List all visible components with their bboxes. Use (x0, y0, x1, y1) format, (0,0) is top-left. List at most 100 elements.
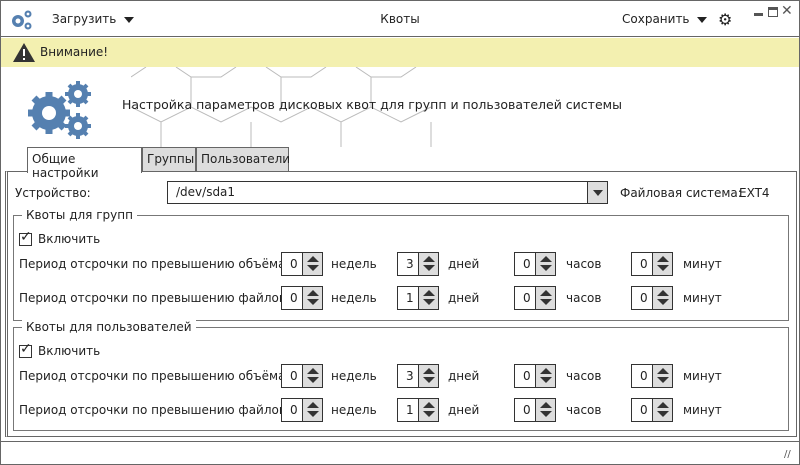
spin-up-icon[interactable] (423, 256, 435, 262)
spin-up-icon[interactable] (540, 368, 552, 374)
unit-label: недель (331, 403, 377, 417)
spinner-buttons[interactable] (302, 253, 322, 275)
spin-down-icon[interactable] (540, 265, 552, 271)
spinner-buttons[interactable] (535, 287, 555, 309)
enable-checkbox[interactable]: ✓ Включить (19, 341, 100, 358)
checkmark-icon: ✓ (20, 341, 32, 357)
spin-up-icon[interactable] (423, 402, 435, 408)
spinner-buttons[interactable] (535, 253, 555, 275)
spinner-value: 0 (523, 369, 531, 383)
enable-label: Включить (38, 232, 101, 246)
minutes-spinner[interactable]: 0 (631, 364, 673, 388)
tab-groups[interactable]: Группы (142, 147, 196, 172)
spin-down-icon[interactable] (307, 265, 319, 271)
hours-spinner[interactable]: 0 (514, 286, 556, 310)
spin-up-icon[interactable] (540, 402, 552, 408)
spin-down-icon[interactable] (423, 411, 435, 417)
device-dropdown-button[interactable] (587, 182, 607, 203)
weeks-spinner[interactable]: 0 (281, 252, 323, 276)
close-button[interactable]: ✕ (781, 3, 793, 19)
weeks-spinner[interactable]: 0 (281, 398, 323, 422)
weeks-spinner[interactable]: 0 (281, 364, 323, 388)
filesystem-value: EXT4 (739, 186, 770, 200)
spin-up-icon[interactable] (657, 290, 669, 296)
spin-up-icon[interactable] (540, 290, 552, 296)
days-spinner[interactable]: 3 (397, 252, 439, 276)
spin-up-icon[interactable] (307, 256, 319, 262)
minutes-spinner[interactable]: 0 (631, 252, 673, 276)
spinner-buttons[interactable] (535, 399, 555, 421)
warning-text: Внимание! (40, 45, 109, 59)
hours-spinner[interactable]: 0 (514, 398, 556, 422)
spin-up-icon[interactable] (657, 368, 669, 374)
minutes-spinner[interactable]: 0 (631, 398, 673, 422)
header-gears-icon (28, 81, 91, 139)
spin-up-icon[interactable] (657, 256, 669, 262)
spin-down-icon[interactable] (540, 411, 552, 417)
settings-gear-icon[interactable]: ⚙ (718, 10, 733, 29)
spin-down-icon[interactable] (423, 265, 435, 271)
spin-down-icon[interactable] (657, 299, 669, 305)
spinner-buttons[interactable] (418, 253, 438, 275)
hours-spinner[interactable]: 0 (514, 364, 556, 388)
spin-up-icon[interactable] (423, 290, 435, 296)
hexagon-pattern (131, 67, 432, 147)
spin-down-icon[interactable] (307, 377, 319, 383)
load-menu-button[interactable]: Загрузить (52, 12, 135, 26)
minutes-spinner[interactable]: 0 (631, 286, 673, 310)
tab-general[interactable]: Общие настройки (27, 147, 142, 180)
chevron-down-icon (697, 16, 708, 23)
spin-up-icon[interactable] (307, 402, 319, 408)
spin-up-icon[interactable] (540, 256, 552, 262)
spinner-buttons[interactable] (302, 287, 322, 309)
spinner-buttons[interactable] (418, 399, 438, 421)
spinner-buttons[interactable] (652, 253, 672, 275)
spin-down-icon[interactable] (307, 299, 319, 305)
resize-grip-icon[interactable]: // (784, 449, 791, 460)
spin-up-icon[interactable] (307, 290, 319, 296)
save-label: Сохранить (622, 12, 690, 26)
grace-period-label: Период отсрочки по превышению объёма: (19, 257, 290, 271)
days-spinner[interactable]: 1 (397, 398, 439, 422)
spinner-value: 0 (640, 257, 648, 271)
maximize-button[interactable] (768, 7, 778, 17)
spin-down-icon[interactable] (657, 265, 669, 271)
spinner-buttons[interactable] (418, 365, 438, 387)
hours-spinner[interactable]: 0 (514, 252, 556, 276)
spin-down-icon[interactable] (657, 377, 669, 383)
save-menu-button[interactable]: Сохранить (622, 12, 708, 26)
spin-up-icon[interactable] (423, 368, 435, 374)
days-spinner[interactable]: 3 (397, 364, 439, 388)
enable-checkbox[interactable]: ✓ Включить (19, 229, 101, 246)
spin-down-icon[interactable] (423, 377, 435, 383)
spin-up-icon[interactable] (657, 402, 669, 408)
unit-label: часов (566, 257, 602, 271)
unit-label: минут (683, 369, 722, 383)
unit-label: часов (566, 403, 602, 417)
spin-down-icon[interactable] (307, 411, 319, 417)
spinner-buttons[interactable] (652, 399, 672, 421)
spinner-buttons[interactable] (535, 365, 555, 387)
filesystem-label: Файловая система: (620, 186, 742, 200)
load-label: Загрузить (52, 12, 117, 26)
chevron-down-icon (124, 16, 135, 23)
spinner-value: 0 (640, 291, 648, 305)
spinner-value: 3 (406, 257, 414, 271)
spinner-buttons[interactable] (302, 399, 322, 421)
spinner-buttons[interactable] (418, 287, 438, 309)
spinner-value: 0 (290, 403, 298, 417)
weeks-spinner[interactable]: 0 (281, 286, 323, 310)
spinner-buttons[interactable] (302, 365, 322, 387)
tab-users[interactable]: Пользователи (196, 147, 290, 172)
device-select[interactable]: /dev/sda1 (167, 181, 608, 204)
status-bar (1, 441, 799, 442)
spin-down-icon[interactable] (540, 299, 552, 305)
spinner-buttons[interactable] (652, 365, 672, 387)
spin-down-icon[interactable] (423, 299, 435, 305)
spin-down-icon[interactable] (657, 411, 669, 417)
minimize-button[interactable] (754, 13, 763, 16)
days-spinner[interactable]: 1 (397, 286, 439, 310)
spinner-buttons[interactable] (652, 287, 672, 309)
spin-down-icon[interactable] (540, 377, 552, 383)
spin-up-icon[interactable] (307, 368, 319, 374)
